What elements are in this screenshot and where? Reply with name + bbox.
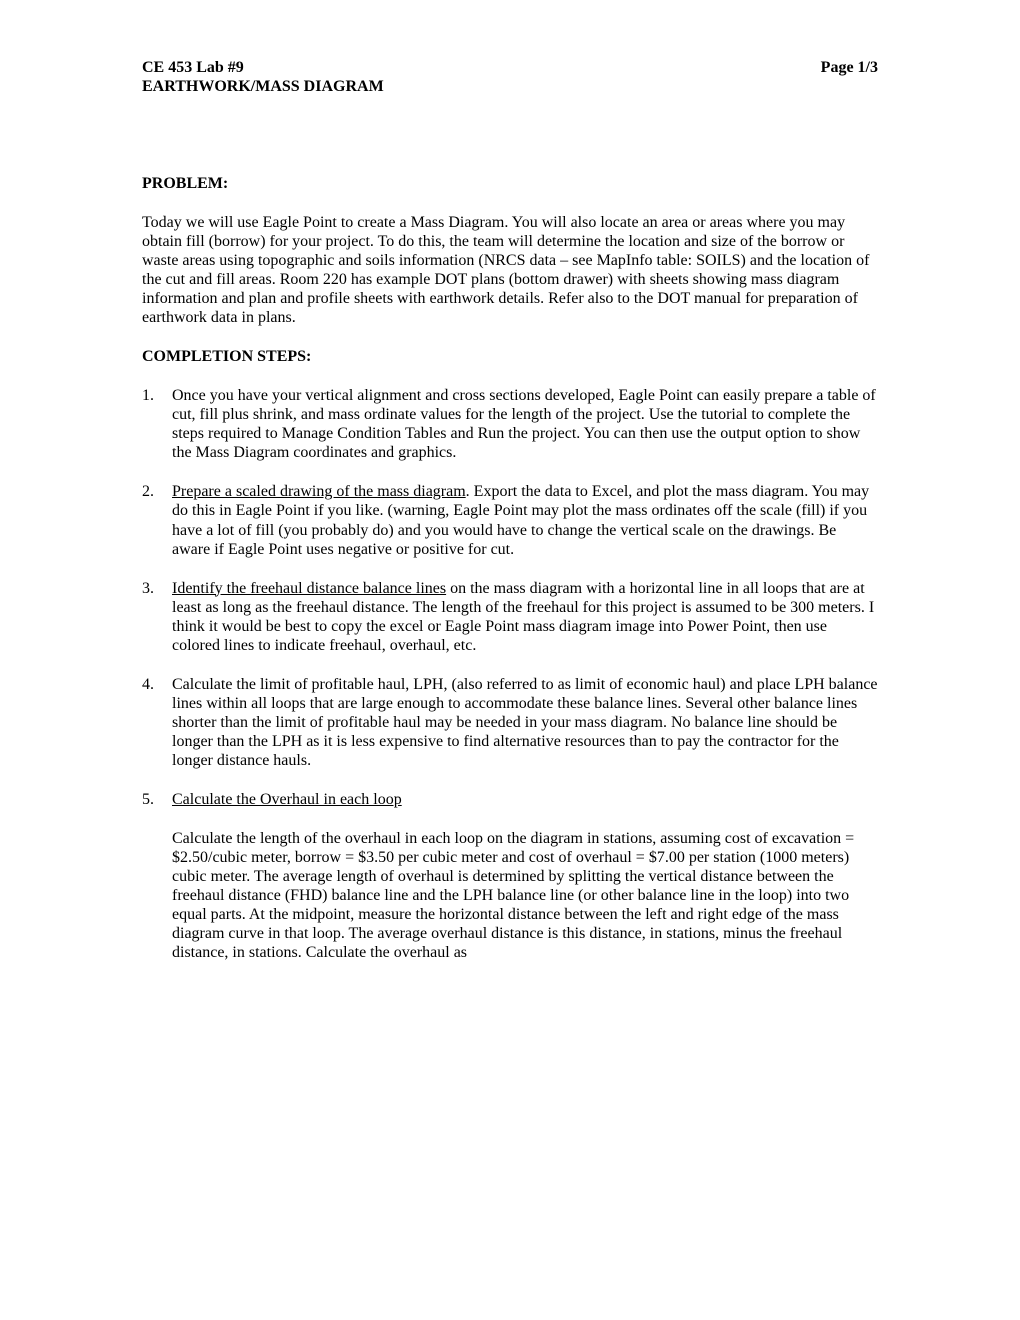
step-lead-underlined: Identify the freehaul distance balance l… [172, 580, 446, 597]
page-number: Page 1/3 [821, 58, 878, 77]
step-number: 5. [142, 790, 172, 809]
step-5-subparagraph: Calculate the length of the overhaul in … [142, 829, 878, 962]
step-1: 1. Once you have your vertical alignment… [142, 386, 878, 462]
step-lead-underlined: Prepare a scaled drawing of the mass dia… [172, 483, 466, 500]
step-lead-plain: . [466, 483, 474, 500]
step-text: Calculate the limit of profitable haul, … [172, 675, 878, 770]
document-title: EARTHWORK/MASS DIAGRAM [142, 77, 878, 96]
problem-heading: PROBLEM: [142, 174, 878, 193]
step-3: 3. Identify the freehaul distance balanc… [142, 579, 878, 655]
course-code: CE 453 Lab #9 [142, 58, 244, 77]
page-header: CE 453 Lab #9 Page 1/3 [142, 58, 878, 77]
step-text: Calculate the Overhaul in each loop [172, 790, 878, 809]
step-2: 2. Prepare a scaled drawing of the mass … [142, 482, 878, 558]
step-number: 3. [142, 579, 172, 655]
completion-steps-heading: COMPLETION STEPS: [142, 347, 878, 366]
steps-list: 1. Once you have your vertical alignment… [142, 386, 878, 809]
step-text: Once you have your vertical alignment an… [172, 386, 878, 462]
step-4: 4. Calculate the limit of profitable hau… [142, 675, 878, 770]
step-number: 2. [142, 482, 172, 558]
step-text: Identify the freehaul distance balance l… [172, 579, 878, 655]
problem-text: Today we will use Eagle Point to create … [142, 213, 878, 327]
step-5: 5. Calculate the Overhaul in each loop [142, 790, 878, 809]
step-text: Prepare a scaled drawing of the mass dia… [172, 482, 878, 558]
step-number: 4. [142, 675, 172, 770]
step-lead-underlined: Calculate the Overhaul in each loop [172, 791, 402, 808]
step-number: 1. [142, 386, 172, 462]
